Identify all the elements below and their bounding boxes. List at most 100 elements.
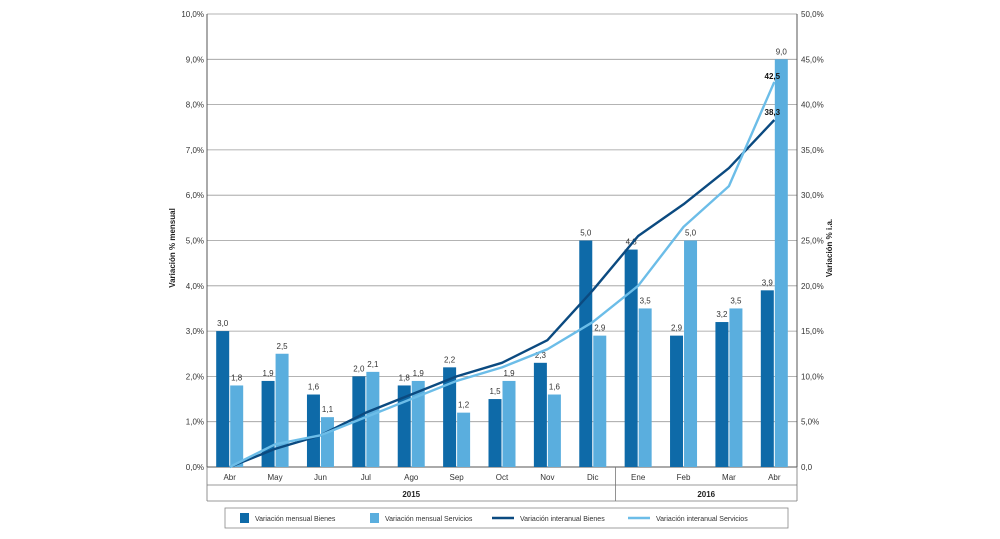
bar-data-label: 2,1 — [367, 360, 379, 369]
y-axis-right-title: Variación % i.a. — [825, 219, 834, 277]
x-tick-label: May — [268, 473, 283, 482]
bars: 3,0 1,9 1,6 2,0 1,8 2,2 1,5 2,3 5,0 4,8 2,9 3,2 3,9 1… — [216, 47, 788, 468]
bar-data-label: 1,9 — [413, 369, 425, 378]
bar-data-label: 3,0 — [217, 319, 229, 328]
bar-servicios — [774, 59, 788, 468]
y-left-tick-label: 2,0% — [186, 372, 204, 381]
bar-data-label: 1,1 — [322, 405, 334, 414]
bar-data-label: 5,0 — [580, 229, 592, 238]
bar-bienes — [670, 335, 684, 467]
x-tick-label: Oct — [496, 473, 509, 482]
y-left-tick-label: 10,0% — [181, 10, 204, 19]
bar-bienes — [397, 385, 411, 467]
bar-data-label: 1,8 — [399, 373, 411, 382]
bar-servicios — [320, 417, 334, 467]
bar-servicios — [275, 353, 289, 467]
y-left-tick-label: 3,0% — [186, 327, 204, 336]
bar-data-label: 1,5 — [489, 387, 501, 396]
x-tick-label: Ene — [631, 473, 646, 482]
line-end-label: 38,3 — [765, 108, 781, 117]
y-left-tick-label: 4,0% — [186, 282, 204, 291]
bar-servicios — [729, 308, 743, 467]
bar-bienes — [443, 367, 457, 467]
x-tick-label: Dic — [587, 473, 599, 482]
x-tick-label: Mar — [722, 473, 736, 482]
bar-bienes — [352, 376, 366, 467]
legend-label: Variación mensual Bienes — [255, 516, 336, 523]
bar-data-label: 1,6 — [308, 383, 320, 392]
bar-bienes — [533, 362, 547, 467]
bar-data-label: 1,8 — [231, 373, 243, 382]
bar-servicios — [411, 380, 425, 467]
bar-data-label: 9,0 — [776, 47, 788, 56]
bar-data-label: 3,5 — [730, 296, 742, 305]
y-right-tick-label: 5,0% — [801, 418, 819, 427]
bar-data-label: 1,2 — [458, 401, 470, 410]
y-right-tick-label: 10,0% — [801, 372, 824, 381]
y-right-tick-label: 45,0% — [801, 55, 824, 64]
bar-data-label: 2,3 — [535, 351, 547, 360]
bar-data-label: 3,9 — [762, 278, 774, 287]
bar-bienes — [624, 249, 638, 467]
bar-servicios — [684, 240, 698, 467]
x-tick-label: Ago — [404, 473, 419, 482]
line-end-label: 42,5 — [765, 72, 781, 81]
bar-bienes — [488, 399, 502, 467]
legend-swatch — [240, 513, 249, 523]
y-left-tick-label: 1,0% — [186, 418, 204, 427]
x-tick-label: Jul — [361, 473, 371, 482]
legend-label: Variación interanual Servicios — [656, 516, 748, 523]
bar-data-label: 2,9 — [594, 324, 606, 333]
lines: 38,3 42,5 — [229, 72, 781, 469]
bar-data-label: 2,0 — [353, 364, 365, 373]
bar-servicios — [366, 371, 380, 467]
legend-label: Variación mensual Servicios — [385, 516, 473, 523]
y-right-tick-label: 25,0% — [801, 237, 824, 246]
x-tick-label: Feb — [677, 473, 691, 482]
bar-data-label: 1,9 — [503, 369, 515, 378]
y-right-tick-label: 30,0% — [801, 191, 824, 200]
bar-servicios — [457, 412, 471, 467]
year-label: 2015 — [402, 490, 420, 499]
bar-bienes — [579, 240, 593, 467]
x-axis: Abr May Jun Jul Ago Sep Oct Nov Dic Ene Feb Mar Abr 2… — [206, 467, 798, 502]
bar-bienes — [760, 290, 774, 467]
y-left-tick-label: 7,0% — [186, 146, 204, 155]
bar-servicios — [638, 308, 652, 467]
x-tick-label: Abr — [768, 473, 781, 482]
y-right-tick-label: 35,0% — [801, 146, 824, 155]
x-tick-label: Sep — [449, 473, 464, 482]
bar-servicios — [593, 335, 607, 467]
bar-data-label: 2,9 — [671, 324, 683, 333]
y-right-tick-label: 50,0% — [801, 10, 824, 19]
y-right-tick-label: 20,0% — [801, 282, 824, 291]
y-left-tick-label: 9,0% — [186, 55, 204, 64]
bar-data-label: 3,5 — [640, 296, 652, 305]
y-left-tick-label: 5,0% — [186, 237, 204, 246]
bar-servicios — [502, 380, 516, 467]
bar-servicios — [547, 394, 561, 467]
y-axis-left-title: Variación % mensual — [168, 208, 177, 288]
gridlines — [206, 13, 798, 468]
y-right-tick-label: 0,0 — [801, 463, 813, 472]
x-tick-label: Jun — [314, 473, 327, 482]
y-axis-right: 0,0 5,0% 10,0% 15,0% 20,0% 25,0% 30,0% 35,0% 40,… — [801, 10, 824, 472]
y-left-tick-label: 8,0% — [186, 101, 204, 110]
x-tick-label: Nov — [540, 473, 554, 482]
bar-data-label: 1,6 — [549, 383, 561, 392]
bar-bienes — [306, 394, 320, 467]
y-right-tick-label: 15,0% — [801, 327, 824, 336]
bar-bienes — [715, 322, 729, 467]
bar-data-label: 1,9 — [263, 369, 275, 378]
legend: Variación mensual Bienes Variación mensua… — [224, 507, 789, 529]
y-axis-left: 0,0% 1,0% 2,0% 3,0% 4,0% 5,0% 6,0% 7,0% 8,0% 9,0%… — [181, 10, 204, 472]
x-tick-label: Abr — [223, 473, 236, 482]
bar-data-label: 4,8 — [626, 238, 638, 247]
bar-data-label: 5,0 — [685, 229, 697, 238]
year-label: 2016 — [697, 490, 715, 499]
y-left-tick-label: 0,0% — [186, 463, 204, 472]
bar-data-label: 2,5 — [277, 342, 289, 351]
legend-swatch — [370, 513, 379, 523]
y-left-tick-label: 6,0% — [186, 191, 204, 200]
